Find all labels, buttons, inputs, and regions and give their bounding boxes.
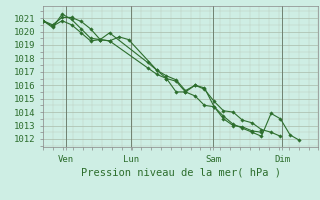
X-axis label: Pression niveau de la mer( hPa ): Pression niveau de la mer( hPa ) — [81, 168, 281, 178]
